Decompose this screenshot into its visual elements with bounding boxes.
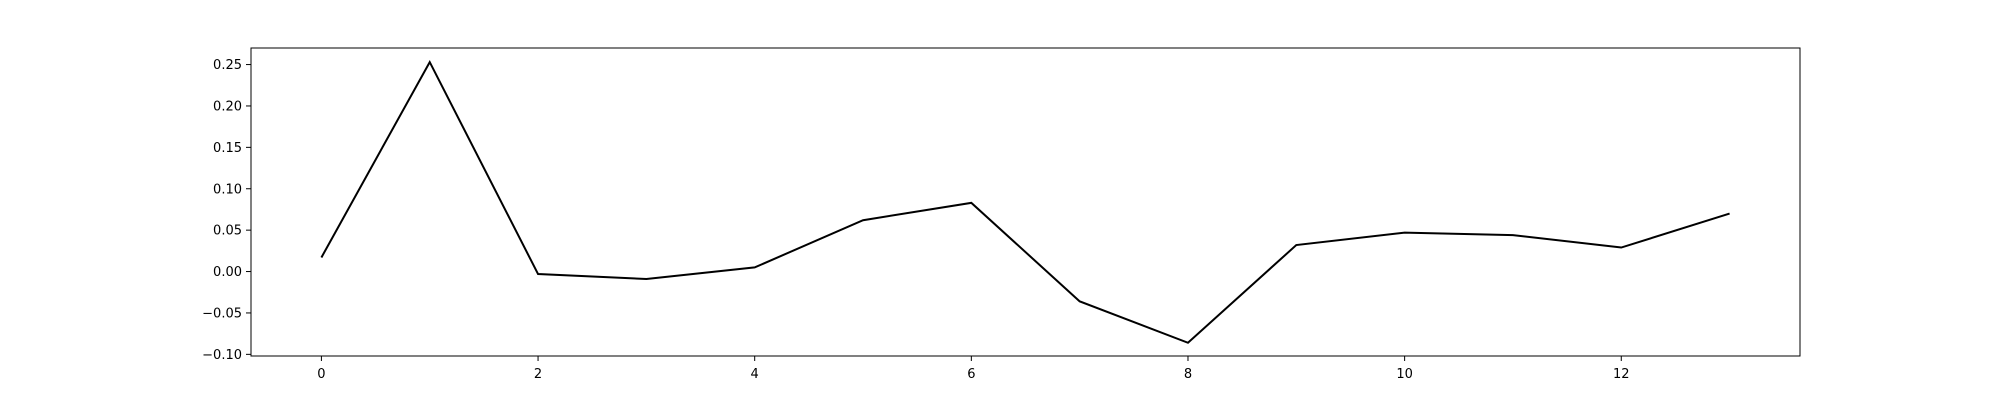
x-tick-label: 2: [534, 367, 542, 382]
y-tick-label: 0.05: [213, 224, 242, 239]
x-axis: 0 2 4 6 8 10 12: [317, 356, 1630, 382]
y-tick-label: 0.10: [213, 182, 242, 197]
y-tick-label: 0.25: [213, 58, 242, 73]
y-axis: 0.25 0.20 0.15 0.10 0.05 0.00 −0.05 −0.10: [202, 58, 251, 363]
x-tick-label: 0: [317, 367, 325, 382]
y-tick-label: −0.05: [202, 306, 242, 321]
x-tick-label: 8: [1184, 367, 1192, 382]
y-tick-label: 0.15: [213, 141, 242, 156]
series-layer: [320, 59, 1730, 344]
y-tick-label: 0.00: [213, 265, 242, 280]
series-line: [320, 59, 1730, 344]
y-tick-label: 0.20: [213, 99, 242, 114]
x-tick-label: 4: [751, 367, 759, 382]
x-tick-label: 6: [967, 367, 975, 382]
x-tick-label: 10: [1396, 367, 1413, 382]
y-tick-label: −0.10: [202, 348, 242, 363]
plot-area: [250, 47, 1801, 357]
plot-frame: [250, 47, 1801, 357]
x-tick-label: 12: [1613, 367, 1630, 382]
